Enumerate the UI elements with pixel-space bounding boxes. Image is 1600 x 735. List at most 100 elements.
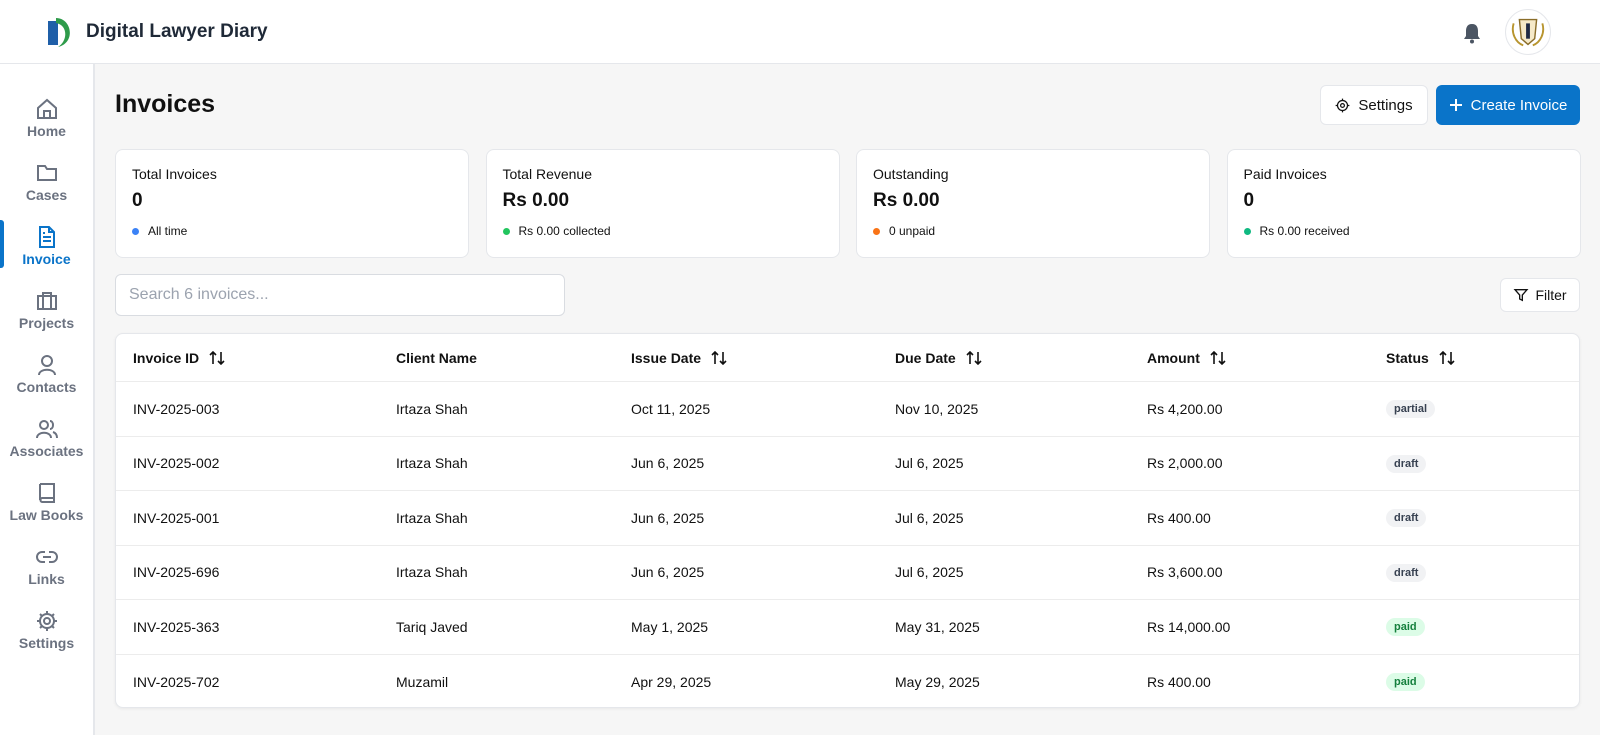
table-cell: draft <box>1386 563 1579 582</box>
button-label: Filter <box>1535 287 1567 303</box>
stat-note: 0 unpaid <box>873 224 1193 238</box>
column-label: Amount <box>1147 349 1200 366</box>
nav-item[interactable]: Projects <box>0 280 93 340</box>
table-cell: Rs 2,000.00 <box>1147 455 1386 471</box>
icon <box>36 292 57 310</box>
logo <box>48 17 70 47</box>
nav-label: Invoice <box>22 251 71 267</box>
nav-item[interactable]: Cases <box>0 152 93 212</box>
cell-text: Oct 11, 2025 <box>631 400 711 417</box>
nav-item[interactable]: Settings <box>0 600 93 660</box>
icon <box>1513 289 1529 302</box>
cell-text: Jun 6, 2025 <box>631 564 705 581</box>
nav-label: Law Books <box>9 507 84 523</box>
nav-label: Contacts <box>16 379 77 395</box>
status-badge: draft <box>1386 454 1427 473</box>
icon <box>35 420 58 439</box>
table-row[interactable]: INV-2025-702 Muzamil Apr 29, 2025 May 29, 2… <box>116 655 1579 708</box>
stat-value: Rs 0.00 <box>873 190 940 211</box>
profile-avatar[interactable] <box>1505 9 1551 55</box>
cell-text: Jul 6, 2025 <box>895 509 964 526</box>
nav-label: Cases <box>25 187 68 203</box>
icon <box>38 226 55 248</box>
cell-text: May 31, 2025 <box>895 618 980 635</box>
stat-note: All time <box>132 224 452 238</box>
column-header: Client Name <box>396 350 631 366</box>
button-label: Create Invoice <box>1470 96 1568 114</box>
table-cell: Rs 400.00 <box>1147 674 1386 690</box>
stat-note: Rs 0.00 collected <box>502 224 823 238</box>
nav-item[interactable]: Associates <box>0 408 93 468</box>
cell-text: Nov 10, 2025 <box>895 400 979 417</box>
settings-button[interactable]: Settings <box>1320 85 1428 125</box>
column-header[interactable]: Invoice ID <box>133 350 396 366</box>
table-cell: paid <box>1386 672 1579 692</box>
stat-note: Rs 0.00 received <box>1243 224 1564 238</box>
status-badge: draft <box>1386 509 1427 528</box>
table-cell: Apr 29, 2025 <box>631 674 895 690</box>
cell-text: Irtaza Shah <box>396 400 468 417</box>
status-badge: paid <box>1386 673 1425 692</box>
table-cell: INV-2025-003 <box>133 401 396 417</box>
top-bar: Digital Lawyer Diary <box>0 0 1600 64</box>
column-header[interactable]: Issue Date <box>631 350 895 366</box>
table-cell: Jul 6, 2025 <box>895 455 1147 471</box>
nav-label: Associates <box>9 443 84 459</box>
table-cell: draft <box>1386 454 1579 473</box>
cell-text: INV-2025-002 <box>133 455 220 472</box>
icon <box>38 483 55 503</box>
table-cell: INV-2025-696 <box>133 564 396 580</box>
create-invoice-button[interactable]: Create Invoice <box>1436 85 1580 125</box>
column-label: Status <box>1386 349 1429 366</box>
table-cell: May 1, 2025 <box>631 619 895 635</box>
notifications[interactable] <box>1462 22 1482 44</box>
filter-button[interactable]: Filter <box>1500 278 1580 312</box>
nav-item[interactable]: Home <box>0 88 93 148</box>
status-dot <box>502 227 510 235</box>
nav-item[interactable]: Links <box>0 536 93 596</box>
sort-icon <box>966 350 982 365</box>
icon <box>36 611 57 631</box>
table-row[interactable]: INV-2025-002 Irtaza Shah Jun 6, 2025 Jul 6,… <box>116 437 1579 491</box>
table-cell: draft <box>1386 508 1579 528</box>
table-cell: Rs 3,600.00 <box>1147 564 1386 580</box>
stat-card: Outstanding Rs 0.00 0 unpaid <box>856 149 1210 258</box>
cell-text: INV-2025-702 <box>133 673 220 690</box>
cell-text: May 29, 2025 <box>895 673 980 690</box>
nav-item[interactable]: Law Books <box>0 472 93 532</box>
table-row[interactable]: INV-2025-001 Irtaza Shah Jun 6, 2025 Jul 6,… <box>116 491 1579 546</box>
column-header[interactable]: Due Date <box>895 350 1147 366</box>
table-cell: Jul 6, 2025 <box>895 510 1147 526</box>
stat-note-text: Rs 0.00 received <box>1259 224 1350 238</box>
cell-text: May 1, 2025 <box>631 618 709 635</box>
cell-text: Muzamil <box>396 673 449 690</box>
stat-card: Total Invoices 0 All time <box>115 149 469 258</box>
table-cell: partial <box>1386 399 1579 419</box>
nav-label: Projects <box>18 315 75 331</box>
table-cell: Tariq Javed <box>396 619 631 635</box>
column-label: Client Name <box>396 349 477 366</box>
table-cell: Irtaza Shah <box>396 510 631 526</box>
status-dot <box>1243 227 1251 235</box>
icon <box>36 165 57 181</box>
table-header: Invoice ID Client Name Issue Date Due Da… <box>116 334 1579 382</box>
table-row[interactable]: INV-2025-003 Irtaza Shah Oct 11, 2025 Nov 1… <box>116 382 1579 437</box>
cell-text: Jun 6, 2025 <box>631 509 705 526</box>
nav-label: Home <box>27 123 66 139</box>
cell-text: INV-2025-363 <box>133 618 220 635</box>
table-row[interactable]: INV-2025-363 Tariq Javed May 1, 2025 May 31… <box>116 600 1579 655</box>
cell-text: INV-2025-696 <box>133 564 220 581</box>
table-cell: Jun 6, 2025 <box>631 564 895 580</box>
icon <box>37 355 56 376</box>
nav-item[interactable]: Invoice <box>0 216 93 276</box>
column-header[interactable]: Amount <box>1147 350 1386 366</box>
table-cell: Nov 10, 2025 <box>895 401 1147 417</box>
nav-item[interactable]: Contacts <box>0 344 93 404</box>
table-row[interactable]: INV-2025-696 Irtaza Shah Jun 6, 2025 Jul 6,… <box>116 546 1579 600</box>
table-cell: Jul 6, 2025 <box>895 564 1147 580</box>
search-input[interactable]: Search 6 invoices... <box>115 274 565 316</box>
search-placeholder: Search 6 invoices... <box>129 286 269 303</box>
column-header[interactable]: Status <box>1386 349 1579 366</box>
cell-text: Jun 6, 2025 <box>631 455 705 472</box>
